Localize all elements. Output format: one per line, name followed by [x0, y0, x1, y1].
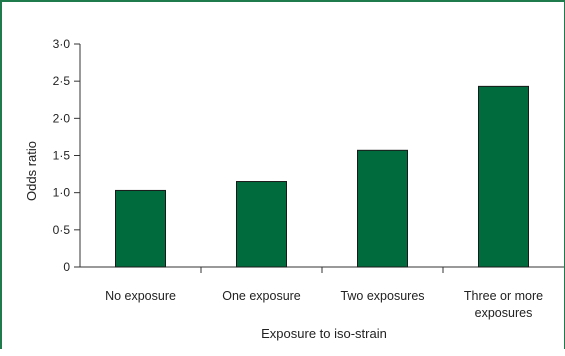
x-tick-label: No exposure	[105, 289, 176, 303]
bar	[357, 149, 408, 268]
x-axis-label: Exposure to iso-strain	[261, 326, 387, 341]
bar	[236, 181, 287, 268]
x-tick-label: Three or more	[464, 289, 543, 303]
y-axis-label: Odds ratio	[24, 141, 39, 201]
x-tick-label: One exposure	[222, 289, 301, 303]
y-tick-label: 1·5	[53, 149, 71, 163]
bar	[115, 189, 166, 268]
x-axis: No exposure One exposure Two exposures Thre…	[74, 266, 564, 320]
bar-chart: 0 0·5 1·0 1·5 2·0 2·5 3·0 No exposure One expos…	[24, 37, 564, 341]
y-tick-label: 3·0	[53, 37, 71, 51]
x-tick-label: exposures	[475, 306, 533, 320]
y-tick-label: 1·0	[53, 186, 71, 200]
y-tick-label: 0	[63, 260, 70, 274]
y-tick-label: 0·5	[53, 223, 71, 237]
bar	[478, 85, 529, 268]
x-tick-label: Two exposures	[340, 289, 424, 303]
bars	[115, 85, 529, 268]
y-axis: 0 0·5 1·0 1·5 2·0 2·5 3·0	[53, 37, 81, 274]
y-tick-label: 2·0	[53, 111, 71, 125]
y-tick-label: 2·5	[53, 74, 71, 88]
